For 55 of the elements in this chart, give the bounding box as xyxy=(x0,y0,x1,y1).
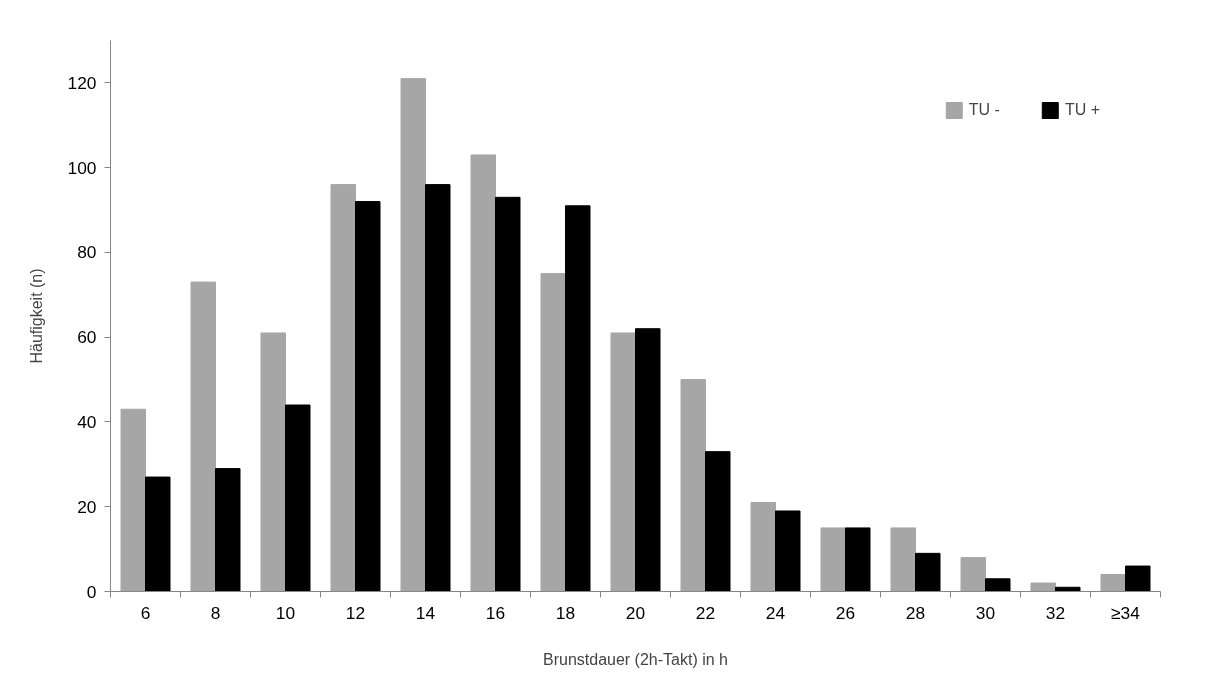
bar xyxy=(120,408,146,592)
bar xyxy=(750,501,776,592)
y-tick-label: 100 xyxy=(67,157,97,178)
bar xyxy=(285,404,311,592)
bar xyxy=(540,273,566,592)
x-tick-label: 30 xyxy=(975,602,996,623)
x-axis-title: Brunstdauer (2h-Takt) in h xyxy=(543,650,728,668)
x-tick-label: 26 xyxy=(835,602,856,623)
bar xyxy=(985,578,1011,592)
x-tick-label: 24 xyxy=(765,602,786,623)
bar xyxy=(215,468,241,592)
bar xyxy=(145,476,171,592)
x-tick-label: 6 xyxy=(140,602,151,623)
y-tick-label: 0 xyxy=(86,581,97,602)
bar xyxy=(495,196,521,592)
bar xyxy=(470,154,496,592)
x-tick-label: 28 xyxy=(905,602,926,623)
y-axis-title: Häufigkeit (n) xyxy=(27,268,45,364)
x-tick-label: 10 xyxy=(275,602,296,623)
x-tick-label: 12 xyxy=(345,602,366,623)
bar xyxy=(400,78,426,592)
bar xyxy=(1100,574,1126,592)
legend-label: TU + xyxy=(1064,101,1100,119)
bar xyxy=(1125,565,1151,592)
bar xyxy=(355,201,381,592)
legend-label: TU - xyxy=(968,101,1000,119)
y-tick-label: 20 xyxy=(77,496,97,517)
x-tick-label: 14 xyxy=(415,602,436,623)
bar xyxy=(680,379,706,592)
x-tick-label: 20 xyxy=(625,602,646,623)
bar xyxy=(190,281,216,592)
bar xyxy=(610,332,636,592)
x-tick-label: 8 xyxy=(210,602,221,623)
bar xyxy=(960,557,986,592)
y-tick-label: 60 xyxy=(77,327,97,348)
y-tick-label: 120 xyxy=(67,72,97,93)
x-tick-label: 18 xyxy=(555,602,576,623)
bar xyxy=(565,205,591,592)
y-tick-label: 40 xyxy=(77,411,97,432)
x-tick-label: 32 xyxy=(1045,602,1066,623)
bar xyxy=(775,510,801,592)
bar xyxy=(915,552,941,592)
x-tick-label: 16 xyxy=(485,602,506,623)
bar xyxy=(330,184,356,592)
bar xyxy=(890,527,916,592)
bar xyxy=(1030,582,1056,592)
y-tick-label: 80 xyxy=(77,242,97,263)
bar xyxy=(260,332,286,592)
bar xyxy=(705,451,731,592)
bar xyxy=(635,328,661,592)
x-tick-label: 22 xyxy=(695,602,716,623)
bar xyxy=(845,527,871,592)
bar xyxy=(820,527,846,592)
bar xyxy=(425,184,451,592)
x-tick-label: ≥34 xyxy=(1111,602,1141,623)
